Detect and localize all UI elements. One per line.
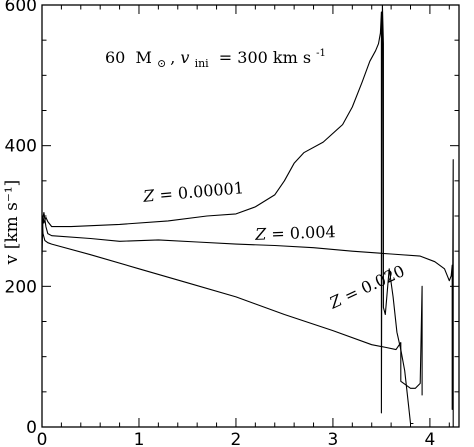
x-tick-label: 0 <box>37 430 48 447</box>
sun-symbol: ⊙ <box>157 57 166 70</box>
annotation-mass: 60 <box>105 48 125 67</box>
series-line-0 <box>41 4 414 425</box>
series-label-1: Z = 0.004 <box>254 222 336 244</box>
series-line-2 <box>41 215 423 396</box>
y-tick-label: 400 <box>5 137 37 157</box>
y-tick-label: 600 <box>5 0 37 16</box>
annotation-v: v <box>180 48 189 67</box>
annotation-mass-unit: M <box>135 48 151 67</box>
x-tick-label: 1 <box>134 430 145 447</box>
tick-marks <box>41 4 459 428</box>
series-line-1 <box>41 159 454 427</box>
y-tick-label: 200 <box>5 277 37 297</box>
series-label-0: Z = 0.00001 <box>142 178 245 206</box>
x-tick-label: 3 <box>328 430 339 447</box>
plot-frame <box>41 4 460 428</box>
series-lines <box>41 4 454 427</box>
x-tick-label: 2 <box>231 430 242 447</box>
y-tick-label: 0 <box>26 418 37 438</box>
tick-labels: 0 1 2 3 4 0 200 400 600 <box>5 0 436 447</box>
x-tick-label: 4 <box>424 430 435 447</box>
chart-annotation: 60 M ⊙ , v ini = 300 km s -1 <box>105 48 326 71</box>
annotation-exponent: -1 <box>316 48 326 59</box>
y-axis-label: v [km s⁻¹] <box>2 180 22 266</box>
annotation-v-subscript: ini <box>195 57 210 70</box>
annotation-value: = 300 km s <box>219 48 311 67</box>
series-label-2: Z = 0.020 <box>326 261 408 313</box>
